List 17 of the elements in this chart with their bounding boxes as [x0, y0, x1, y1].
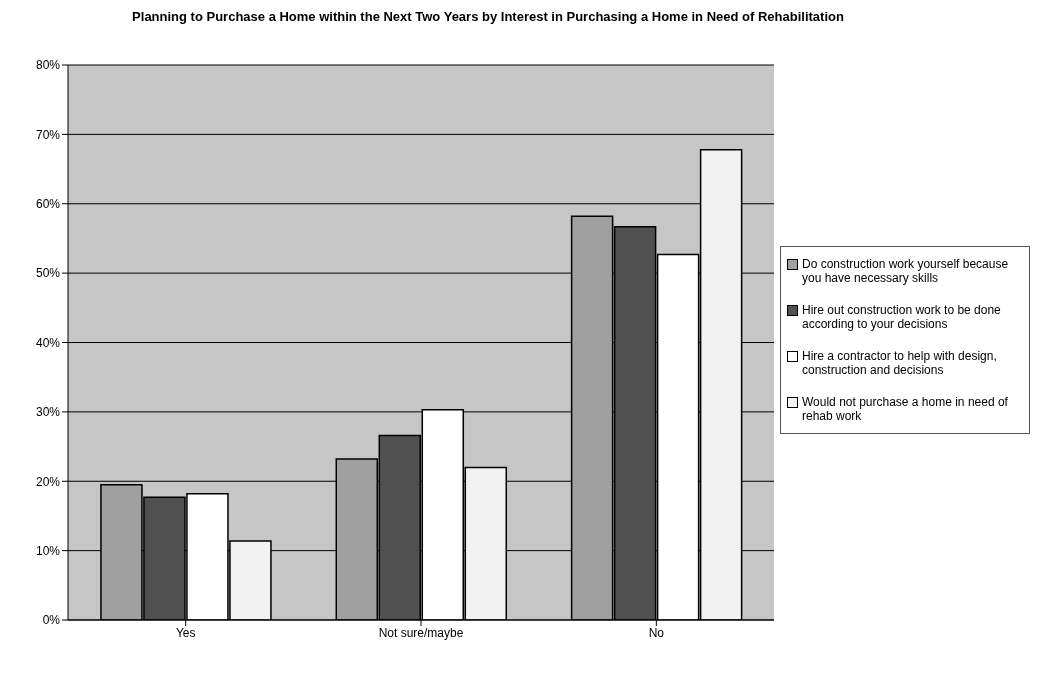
- y-tick-label: 30%: [35, 405, 61, 420]
- y-tick-label: 40%: [35, 335, 61, 350]
- y-tick-label: 60%: [35, 197, 61, 212]
- legend-label: Would not purchase a home in need of rehab work: [802, 395, 1009, 423]
- y-tick-label: 50%: [35, 266, 61, 281]
- x-tick-label: No: [648, 625, 665, 640]
- y-tick-label: 80%: [35, 58, 61, 73]
- chart-title: Planning to Purchase a Home within the Next Two Years by Interest in Purchasing a Home in Need of Rehabilitation: [131, 8, 845, 25]
- x-tick-label: Yes: [175, 625, 196, 640]
- y-tick-label: 0%: [42, 613, 61, 628]
- y-tick-label: 20%: [35, 474, 61, 489]
- legend-label: Do construction work yourself because you have necessary skills: [802, 257, 1010, 285]
- y-tick-label: 70%: [35, 127, 61, 142]
- legend-label: Hire out construction work to be done according to your decisions: [802, 303, 1002, 331]
- y-tick-label: 10%: [35, 543, 61, 558]
- legend-label: Hire a contractor to help with design, construction and decisions: [802, 349, 998, 377]
- x-tick-label: Not sure/maybe: [378, 625, 464, 640]
